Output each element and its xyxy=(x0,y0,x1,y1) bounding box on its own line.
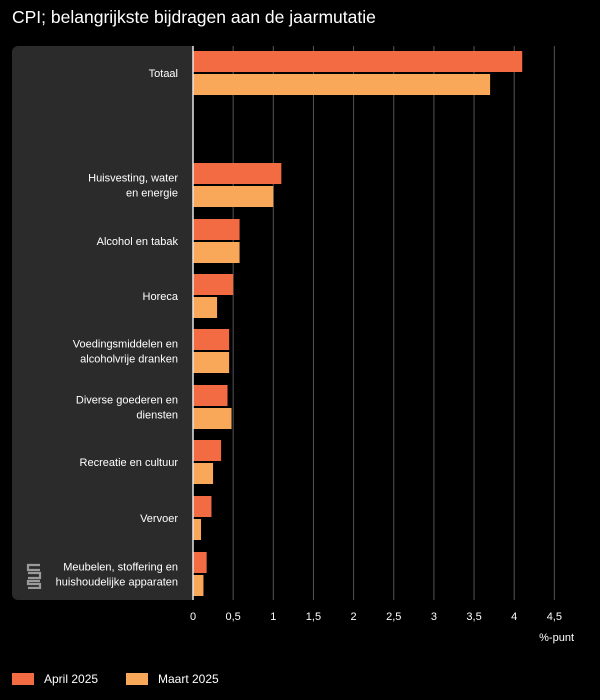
bar-maart-7 xyxy=(193,519,202,540)
category-label-3: Horeca xyxy=(143,291,179,303)
bar-maart-6 xyxy=(193,463,214,484)
legend-item-april: April 2025 xyxy=(12,672,98,686)
bar-maart-0 xyxy=(193,74,491,95)
legend-label-april: April 2025 xyxy=(44,672,99,686)
x-tick-label-0: 0 xyxy=(190,611,196,623)
legend-swatch-april xyxy=(12,673,34,685)
x-tick-label-4: 2 xyxy=(351,611,357,623)
bar-maart-5 xyxy=(193,408,232,429)
legend-item-maart: Maart 2025 xyxy=(126,672,219,686)
bar-maart-3 xyxy=(193,297,218,318)
category-label-1: Huisvesting, water en energie xyxy=(88,173,178,200)
x-tick-label-8: 4 xyxy=(511,611,517,623)
bar-april-4 xyxy=(193,329,230,350)
bar-april-2 xyxy=(193,219,240,240)
category-label-5: Diverse goederen en diensten xyxy=(76,395,178,422)
x-tick-label-9: 4,5 xyxy=(547,611,562,623)
bar-maart-1 xyxy=(193,186,274,207)
bar-april-0 xyxy=(193,51,523,72)
category-panel xyxy=(12,46,193,600)
legend-swatch-maart xyxy=(126,673,148,685)
bar-april-8 xyxy=(193,552,207,573)
x-tick-label-1: 0,5 xyxy=(226,611,241,623)
x-tick-label-7: 3,5 xyxy=(466,611,481,623)
legend-label-maart: Maart 2025 xyxy=(158,672,219,686)
bar-april-5 xyxy=(193,385,228,406)
category-label-7: Vervoer xyxy=(140,513,178,525)
bar-april-6 xyxy=(193,440,222,461)
bar-april-1 xyxy=(193,163,282,184)
x-tick-label-5: 2,5 xyxy=(386,611,401,623)
bar-maart-8 xyxy=(193,575,204,596)
bar-april-7 xyxy=(193,496,212,517)
chart-title: CPI; belangrijkste bijdragen aan de jaar… xyxy=(12,7,376,27)
category-label-0: Totaal xyxy=(149,68,178,80)
x-tick-label-2: 1 xyxy=(270,611,276,623)
bar-maart-4 xyxy=(193,352,230,373)
category-label-6: Recreatie en cultuur xyxy=(80,457,179,469)
x-tick-label-3: 1,5 xyxy=(306,611,321,623)
x-axis-title: %-punt xyxy=(539,632,574,644)
category-label-4: Voedingsmiddelen en alcoholvrije dranken xyxy=(73,339,178,366)
x-tick-label-6: 3 xyxy=(431,611,437,623)
category-label-8: Meubelen, stoffering en huishoudelijke ap… xyxy=(56,562,178,589)
bar-maart-2 xyxy=(193,242,240,263)
bar-april-3 xyxy=(193,274,234,295)
cbs-logo-icon xyxy=(26,563,42,589)
category-label-2: Alcohol en tabak xyxy=(97,236,179,248)
